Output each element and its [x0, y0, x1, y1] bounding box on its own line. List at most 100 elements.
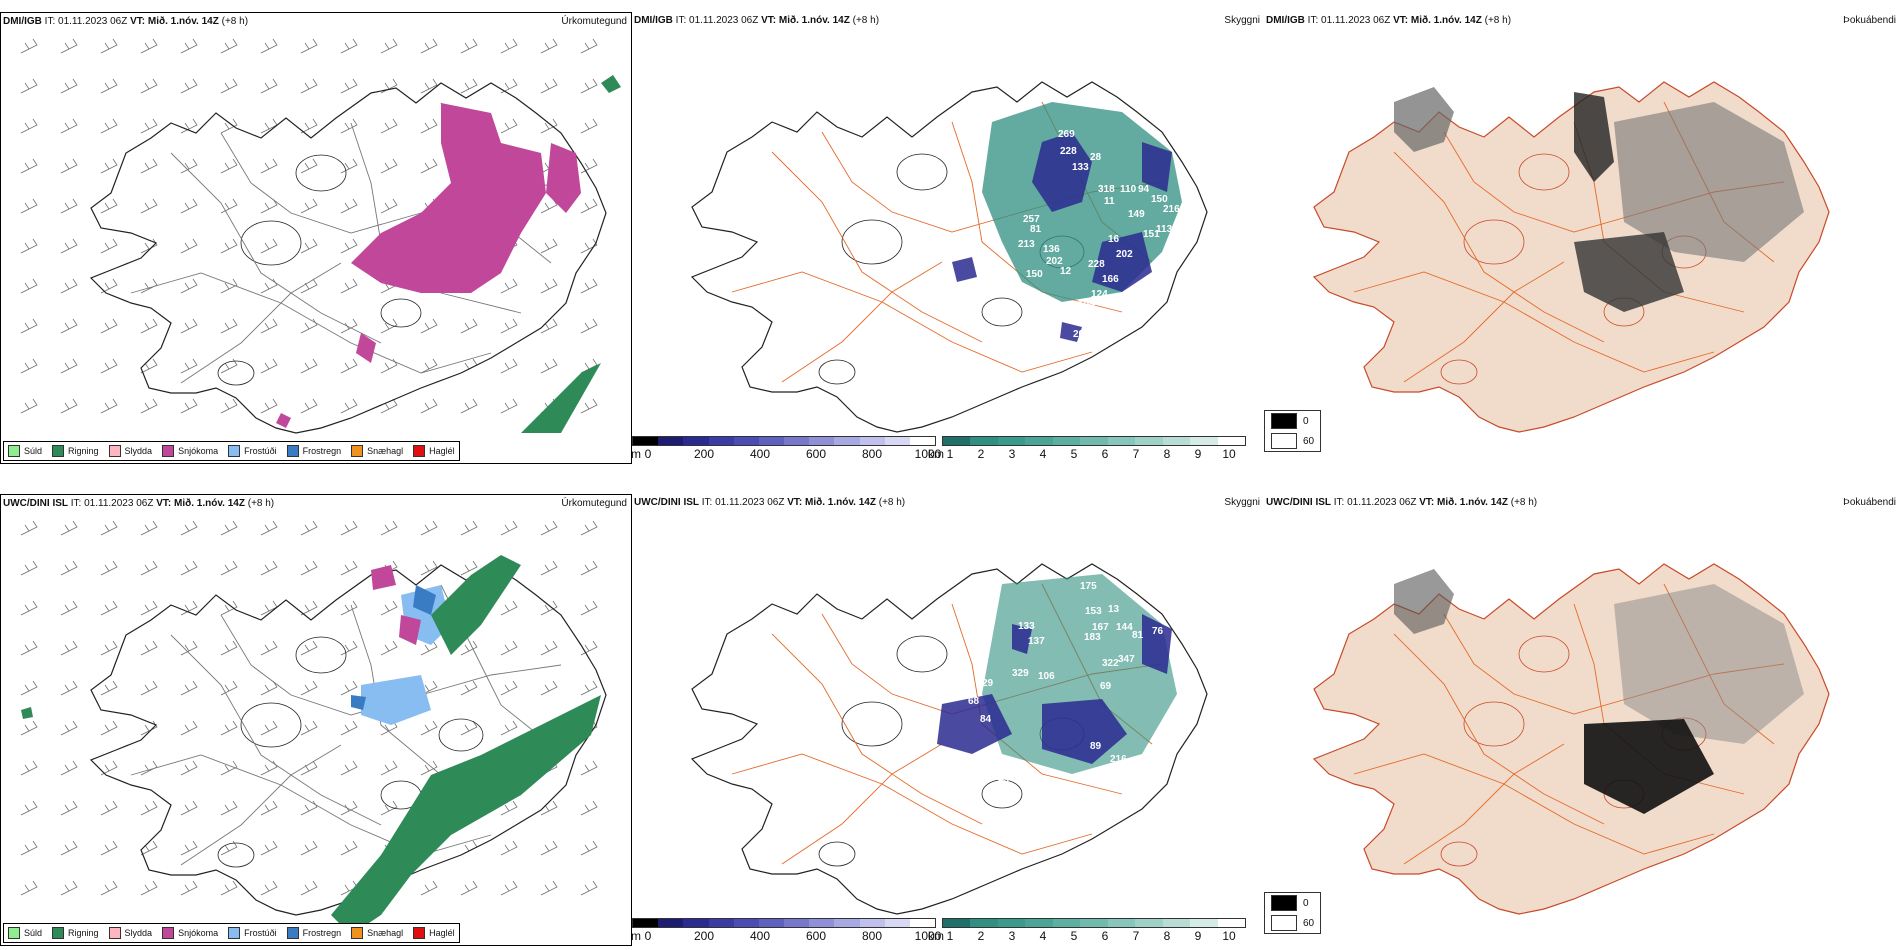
wind-barb	[180, 158, 198, 174]
wind-barb	[580, 640, 598, 656]
wind-barb	[340, 278, 358, 294]
wind-barb	[340, 198, 358, 214]
glacier-outline	[217, 842, 255, 868]
wind-barb	[60, 800, 78, 816]
wind-barb	[420, 720, 438, 736]
wind-barb	[100, 560, 118, 576]
coastline	[89, 564, 607, 916]
wind-barb	[60, 318, 78, 334]
wind-barb	[260, 520, 278, 536]
wind-barb	[300, 358, 318, 374]
wind-barb	[420, 38, 438, 54]
wind-barb	[180, 278, 198, 294]
cloudbase-label: 11	[1104, 196, 1115, 207]
cloudbase-label: 257	[1023, 214, 1040, 225]
wind-barb	[460, 318, 478, 334]
wind-barb	[180, 78, 198, 94]
weather-area	[1584, 719, 1714, 814]
wind-barb	[20, 840, 38, 856]
wind-barb	[220, 520, 238, 536]
wind-barb	[220, 398, 238, 414]
wind-barb	[260, 640, 278, 656]
wind-barb	[140, 800, 158, 816]
fog-map	[1312, 81, 1830, 433]
road-line	[180, 744, 342, 866]
wind-barb	[500, 880, 518, 896]
wind-barb	[180, 760, 198, 776]
wind-barb	[60, 840, 78, 856]
cloudbase-label: 150	[1026, 269, 1043, 280]
wind-barb	[20, 600, 38, 616]
wind-barb	[500, 840, 518, 856]
wind-barb	[420, 398, 438, 414]
precip-legend: Súld Rigning Slydda Snjókoma Frostúði Frostre…	[3, 441, 460, 461]
wind-barb	[20, 398, 38, 414]
cloudbase-label: 269	[1058, 129, 1075, 140]
coastline	[690, 81, 1208, 433]
wind-barb	[300, 78, 318, 94]
wind-barb	[180, 840, 198, 856]
wind-barb	[180, 398, 198, 414]
legend-item: Haglél	[413, 445, 455, 457]
wind-barb	[20, 520, 38, 536]
cloudbase-label: 144	[1116, 622, 1133, 633]
wind-barb	[500, 520, 518, 536]
cloudbase-label: 45	[998, 774, 1010, 785]
glacier-outline	[240, 702, 302, 748]
wind-barb	[100, 800, 118, 816]
wind-barb	[180, 600, 198, 616]
road-line	[1403, 261, 1565, 383]
wind-barb	[20, 158, 38, 174]
wind-barb	[180, 640, 198, 656]
wind-barb	[340, 38, 358, 54]
legend-item: Frostregn	[286, 445, 341, 457]
glacier-outline	[1440, 359, 1478, 385]
wind-barb	[460, 680, 478, 696]
wind-barb	[140, 158, 158, 174]
wind-barb	[300, 800, 318, 816]
panel-fog-bottom: UWC/DINI ISL IT: 01.11.2023 06Z VT: Mið.…	[1264, 494, 1900, 946]
wind-barb	[420, 318, 438, 334]
cloudbase-label: 128	[1118, 296, 1135, 307]
glacier-outline	[295, 636, 347, 674]
wind-barb	[580, 118, 598, 134]
legend-item: Slydda	[108, 927, 152, 939]
parameter-name: Skyggni	[1224, 15, 1260, 26]
cloudbase-label: 136	[1043, 244, 1060, 255]
wind-barb	[540, 358, 558, 374]
wind-barb	[180, 720, 198, 736]
cloudbase-label: 322	[1102, 658, 1119, 669]
road-line	[1403, 743, 1565, 865]
cloudbase-label: 29	[982, 678, 994, 689]
glacier-outline	[217, 360, 255, 386]
wind-barb	[220, 640, 238, 656]
wind-barb	[100, 278, 118, 294]
wind-barb	[340, 520, 358, 536]
wind-barb	[500, 118, 518, 134]
wind-barb	[500, 278, 518, 294]
weather-area	[371, 565, 396, 590]
wind-barb	[580, 800, 598, 816]
cloudbase-label: 216	[1163, 204, 1180, 215]
cloudbase-label: 106	[1038, 671, 1055, 682]
wind-barb	[540, 880, 558, 896]
panel-fog-top: DMI/IGB IT: 01.11.2023 06Z VT: Mið. 1.nó…	[1264, 12, 1900, 464]
wind-barb	[100, 318, 118, 334]
cloudbase-label: 347	[1118, 654, 1135, 665]
wind-barb	[300, 680, 318, 696]
weather-area	[331, 695, 601, 935]
wind-barb	[100, 238, 118, 254]
cloudbase-label: 81	[1030, 224, 1042, 235]
weather-area	[601, 75, 621, 93]
glacier-outline	[896, 153, 948, 191]
cloudbase-label: 64	[1168, 259, 1180, 270]
wind-barb	[300, 198, 318, 214]
panel-visibility-top: DMI/IGB IT: 01.11.2023 06Z VT: Mið. 1.nó…	[632, 12, 1264, 464]
wind-barb	[580, 158, 598, 174]
wind-barb	[20, 198, 38, 214]
legend-item: Snjókoma	[162, 927, 218, 939]
wind-barb	[60, 560, 78, 576]
wind-barb	[100, 158, 118, 174]
wind-barb	[220, 880, 238, 896]
cloudbase-label: 115	[1104, 319, 1121, 330]
